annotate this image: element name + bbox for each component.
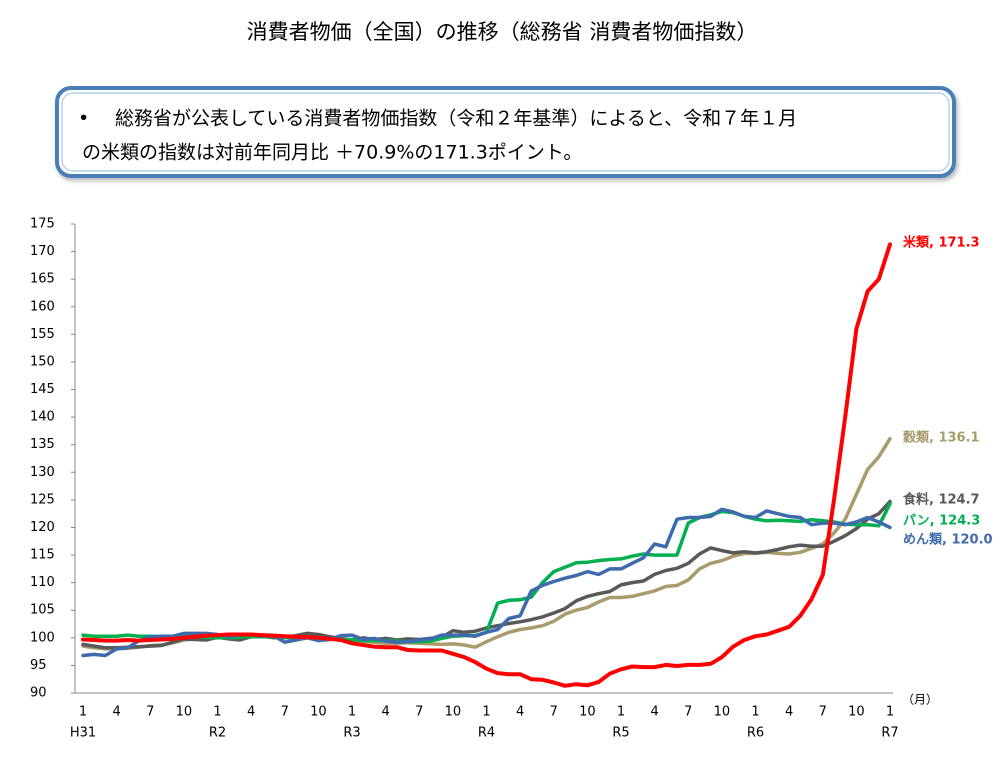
x-year-label: R5 [612, 726, 629, 741]
x-year-label: R3 [343, 726, 360, 741]
x-tick-label: 1 [213, 705, 221, 720]
y-tick-label: 145 [30, 382, 55, 397]
x-tick-label: 1 [348, 705, 356, 720]
x-tick-label: 7 [281, 705, 289, 720]
x-tick-label: 10 [848, 705, 865, 720]
y-tick-label: 175 [30, 217, 55, 232]
x-unit: （月） [902, 693, 938, 707]
note-box-inner [61, 92, 950, 172]
x-tick-label: 10 [176, 705, 193, 720]
x-tick-label: 4 [381, 705, 389, 720]
y-tick-label: 95 [30, 658, 47, 673]
x-tick-label: 10 [579, 705, 596, 720]
series-end-label: 穀類, 136.1 [902, 430, 980, 446]
note-bullet: • [78, 108, 89, 130]
x-tick-label: 4 [247, 705, 255, 720]
x-year-label: R6 [747, 726, 764, 741]
x-tick-label: 10 [714, 705, 731, 720]
x-tick-label: 1 [886, 705, 894, 720]
y-tick-label: 125 [30, 492, 55, 507]
x-year-label: R4 [478, 726, 495, 741]
x-tick-label: 7 [819, 705, 827, 720]
y-tick-label: 150 [30, 354, 55, 369]
y-tick-label: 140 [30, 410, 55, 425]
series-end-label: 米類, 171.3 [903, 235, 980, 251]
series-line [81, 242, 892, 688]
y-tick-label: 100 [30, 630, 55, 645]
y-tick-label: 115 [30, 548, 55, 563]
x-tick-label: 1 [617, 705, 625, 720]
series-end-label: めん類, 120.0 [903, 533, 993, 548]
note-line: 総務省が公表している消費者物価指数（令和２年基準）によると、令和７年１月 [115, 108, 797, 130]
x-tick-label: 7 [684, 705, 692, 720]
x-tick-label: 7 [146, 705, 154, 720]
y-tick-label: 155 [30, 327, 55, 342]
x-year-label: R7 [881, 726, 898, 741]
x-tick-label: 7 [415, 705, 423, 720]
x-tick-label: 1 [751, 705, 759, 720]
note-box [55, 86, 956, 178]
x-tick-label: 4 [650, 705, 658, 720]
series-line [81, 436, 892, 651]
x-tick-label: 1 [79, 705, 87, 720]
y-tick-label: 90 [30, 686, 47, 701]
y-tick-label: 105 [30, 603, 55, 618]
x-tick-label: 4 [516, 705, 524, 720]
x-tick-label: 4 [112, 705, 120, 720]
x-tick-label: 4 [785, 705, 793, 720]
series-end-label: 食料, 124.7 [903, 492, 980, 508]
x-tick-label: 7 [550, 705, 558, 720]
y-tick-label: 135 [30, 437, 55, 452]
y-tick-label: 170 [30, 244, 55, 259]
y-tick-label: 110 [30, 575, 55, 590]
series-line [81, 501, 892, 644]
x-tick-label: 10 [445, 705, 462, 720]
y-tick-label: 165 [30, 272, 55, 287]
y-tick-label: 130 [30, 465, 55, 480]
series-end-label: パン, 124.3 [903, 514, 980, 529]
y-tick-label: 120 [30, 520, 55, 535]
x-year-label: R2 [209, 726, 226, 741]
series-line [81, 499, 892, 650]
x-tick-label: 1 [482, 705, 490, 720]
x-year-label: H31 [70, 726, 96, 741]
x-tick-label: 10 [310, 705, 327, 720]
note-line: の米類の指数は対前年同月比 ＋70.9%の171.3ポイント。 [82, 142, 582, 164]
title: 消費者物価（全国）の推移（総務省 消費者物価指数） [247, 20, 758, 44]
y-tick-label: 160 [30, 299, 55, 314]
